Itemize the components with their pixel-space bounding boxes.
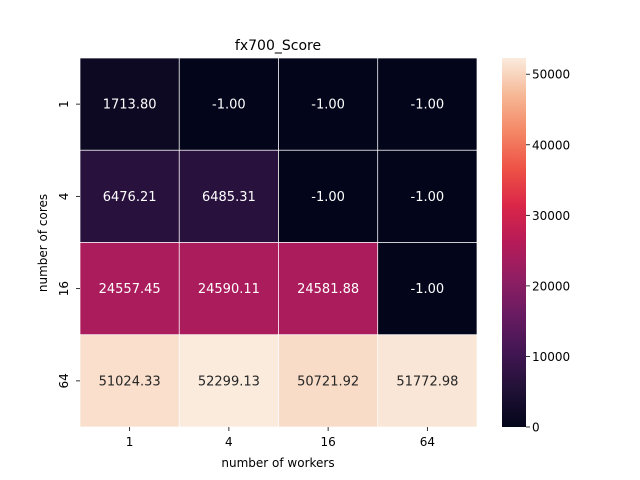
- colorbar-tick-label: 20000: [532, 279, 570, 293]
- x-tick-label: 64: [420, 435, 435, 449]
- cell-value-label: 24581.88: [297, 282, 359, 297]
- heatmap-cell: [79, 334, 180, 428]
- y-axis: 1 4 16 64: [57, 100, 80, 389]
- cell-value-label: -1.00: [411, 98, 445, 113]
- heatmap-cell: [178, 149, 279, 243]
- x-tick-label: 4: [225, 435, 233, 449]
- colorbar-tick-label: 40000: [532, 138, 570, 152]
- heatmap-cell: [178, 57, 279, 151]
- y-tick-label: 1: [57, 100, 71, 108]
- x-axis-label: number of workers: [221, 456, 334, 470]
- y-tick-label: 4: [57, 193, 71, 201]
- heatmap-cell: [377, 334, 478, 428]
- y-axis-label: number of cores: [36, 194, 50, 292]
- heatmap-cell: [377, 149, 478, 243]
- cell-value-label: 6476.21: [103, 190, 157, 205]
- cell-value-label: 51024.33: [99, 374, 161, 389]
- cell-value-label: 24590.11: [198, 282, 260, 297]
- heatmap-cell: [178, 334, 279, 428]
- cell-value-label: -1.00: [212, 98, 246, 113]
- x-tick-label: 16: [320, 435, 335, 449]
- cell-value-label: -1.00: [411, 190, 445, 205]
- heatmap-cell: [377, 242, 478, 336]
- heatmap-cell: [377, 57, 478, 151]
- x-tick-label: 1: [126, 435, 134, 449]
- heatmap-cell: [278, 334, 379, 428]
- heatmap-cell: [178, 242, 279, 336]
- heatmap-cell: [79, 57, 180, 151]
- heatmap-cell: [278, 57, 379, 151]
- cell-value-label: -1.00: [311, 98, 345, 113]
- cell-value-label: 24557.45: [99, 282, 161, 297]
- chart-title: fx700_Score: [235, 38, 321, 54]
- x-axis: 1 4 16 64: [126, 427, 435, 449]
- cell-value-label: 6485.31: [202, 190, 256, 205]
- cell-value-label: 51772.98: [396, 374, 458, 389]
- colorbar-tick-label: 0: [532, 420, 540, 434]
- y-tick-label: 64: [57, 373, 71, 388]
- cell-value-label: 50721.92: [297, 374, 359, 389]
- colorbar-tick-label: 10000: [532, 350, 570, 364]
- colorbar-tick-label: 30000: [532, 209, 570, 223]
- heatmap-cells: 1713.80 -1.00 -1.00 -1.00 6476.21 6485.31 -1.0…: [79, 57, 478, 428]
- cell-value-label: 1713.80: [103, 98, 157, 113]
- colorbar-ticks: 0 10000 20000 30000 40000 50000: [526, 68, 570, 434]
- cell-value-label: -1.00: [411, 282, 445, 297]
- y-tick-label: 16: [57, 281, 71, 296]
- cell-value-label: 52299.13: [198, 374, 260, 389]
- colorbar: [502, 58, 526, 427]
- colorbar-tick-label: 50000: [532, 68, 570, 82]
- cell-value-label: -1.00: [311, 190, 345, 205]
- heatmap-cell: [79, 149, 180, 243]
